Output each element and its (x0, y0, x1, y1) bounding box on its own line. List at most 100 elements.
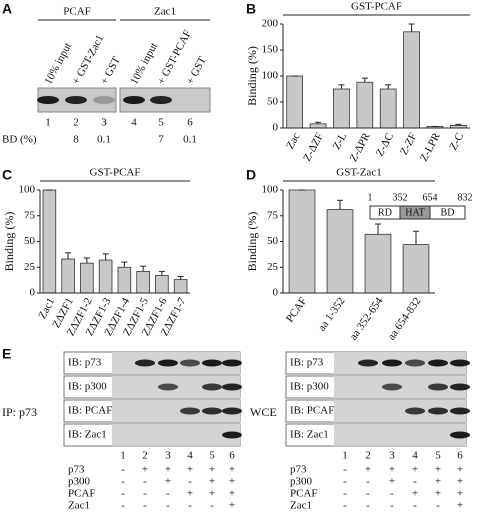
lane-number: 3 (101, 117, 107, 129)
lane-number: 3 (389, 450, 395, 462)
y-tick-label: 200 (262, 18, 279, 30)
condition-sign: - (390, 500, 394, 512)
lane-number: 6 (457, 450, 463, 462)
condition-sign: - (121, 476, 125, 488)
condition-sign: + (187, 464, 193, 476)
condition-sign: - (390, 488, 394, 500)
condition-sign: - (343, 488, 347, 500)
y-tick-label: 100 (19, 184, 36, 196)
error-bar (83, 257, 90, 264)
block-label: IP: p73 (2, 405, 37, 419)
error-bar (337, 199, 343, 210)
band (222, 407, 242, 415)
band (222, 431, 242, 439)
lane-number: 1 (45, 117, 51, 129)
error-bar (315, 121, 322, 124)
band (123, 96, 145, 104)
lane-label: 10% input (42, 41, 74, 87)
band (382, 383, 402, 391)
domain-label: RD (378, 207, 392, 218)
bar (61, 258, 75, 294)
condition-sign: + (389, 464, 395, 476)
band (180, 359, 200, 367)
bar (136, 270, 150, 294)
x-tick-label: aa 352-654 (347, 295, 385, 343)
y-tick-label: 0 (273, 287, 279, 299)
bar (326, 209, 354, 294)
lane-number: 2 (365, 450, 371, 462)
condition-sign: - (366, 488, 370, 500)
x-tick-label: Z-ΔZF (301, 131, 326, 163)
bar (356, 81, 374, 129)
condition-sign: - (143, 488, 147, 500)
domain-label: HAT (405, 207, 424, 218)
band (65, 96, 87, 104)
condition-sign: + (412, 464, 418, 476)
condition-sign: - (121, 500, 125, 512)
y-tick-label: 75 (267, 209, 279, 221)
chart-title: GST-PCAF (90, 167, 141, 179)
condition-sign: + (435, 464, 441, 476)
domain-box (429, 205, 466, 220)
lane-number: 5 (209, 450, 215, 462)
condition-sign: + (229, 464, 235, 476)
condition-sign: - (413, 500, 417, 512)
condition-sign: - (121, 488, 125, 500)
lane-number: 5 (435, 450, 441, 462)
condition-sign: - (143, 476, 147, 488)
lane-label: + GST (184, 54, 209, 86)
error-bar (102, 253, 109, 261)
lane-number: 1 (342, 450, 348, 462)
lane-number: 3 (165, 450, 171, 462)
condition-sign: - (188, 500, 192, 512)
chart-title: GST-Zac1 (336, 167, 381, 179)
lane-number: 5 (158, 117, 164, 129)
error-bar (338, 84, 345, 89)
domain-label: BD (441, 207, 455, 218)
y-tick-label: 50 (267, 235, 279, 247)
band (202, 359, 222, 367)
y-tick-label: 50 (24, 235, 36, 247)
bar (98, 259, 113, 294)
bar (309, 123, 327, 129)
condition-sign: - (436, 500, 440, 512)
error-bar (375, 223, 381, 235)
panel-label: C (2, 167, 12, 183)
band (202, 407, 222, 415)
band (222, 383, 242, 391)
x-tick-label: aa 654-832 (385, 295, 423, 342)
band (405, 359, 425, 367)
band (428, 407, 448, 415)
band (158, 383, 178, 391)
condition-sign: + (457, 476, 463, 488)
condition-sign: + (187, 488, 193, 500)
condition-name: PCAF (68, 488, 96, 500)
condition-sign: + (209, 488, 215, 500)
condition-sign: + (435, 476, 441, 488)
condition-sign: + (229, 476, 235, 488)
chart-title: GST-PCAF (351, 1, 402, 13)
y-tick-label: 0 (273, 122, 279, 134)
condition-name: Zac1 (68, 500, 90, 512)
error-bar (121, 261, 128, 268)
domain-position: 832 (458, 192, 473, 203)
lane-number: 4 (131, 117, 137, 129)
error-bar (65, 252, 72, 260)
lane-number: 1 (120, 450, 126, 462)
bar (364, 233, 392, 294)
condition-sign: - (143, 500, 147, 512)
condition-sign: + (165, 464, 171, 476)
lane-label: + GST (98, 54, 123, 86)
condition-sign: + (165, 476, 171, 488)
error-bar (385, 84, 392, 89)
bar (155, 275, 169, 294)
lane-number: 2 (142, 450, 148, 462)
bd-value: 0.1 (97, 134, 111, 146)
band (158, 359, 178, 367)
error-bar (455, 123, 462, 126)
y-tick-label: 50 (267, 96, 279, 108)
panel-label: A (2, 1, 12, 17)
condition-sign: - (413, 476, 417, 488)
y-tick-label: 25 (24, 261, 36, 273)
